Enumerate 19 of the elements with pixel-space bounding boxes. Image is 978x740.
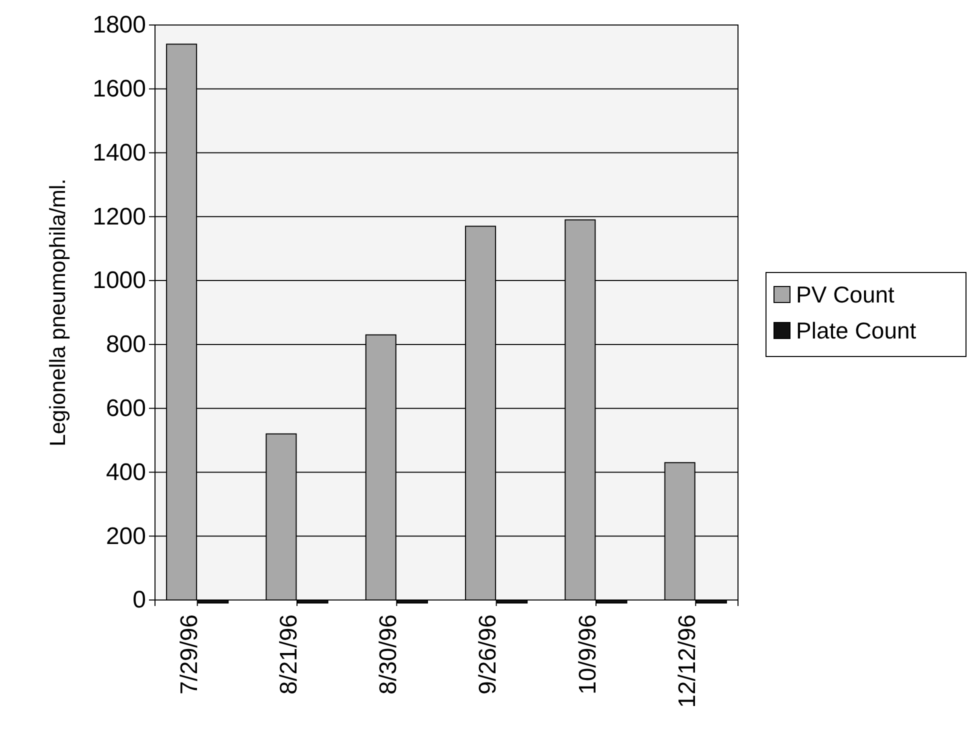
y-axis-title: Legionella pneumophila/ml. <box>45 178 70 446</box>
y-tick-label: 1000 <box>92 267 146 294</box>
y-tick-label: 600 <box>106 395 146 422</box>
y-tick-label: 1800 <box>92 12 146 39</box>
y-tick-label: 200 <box>106 522 146 550</box>
x-tick-label: 9/26/96 <box>474 614 502 694</box>
legend-label: PV Count <box>796 282 896 308</box>
legend-label: Plate Count <box>796 318 917 344</box>
x-tick-label: 8/21/96 <box>275 614 302 694</box>
y-tick-label: 1200 <box>92 203 146 230</box>
x-tick-label: 8/30/96 <box>375 614 402 694</box>
x-tick-label: 10/9/96 <box>574 614 602 694</box>
y-tick-label: 1400 <box>92 139 146 166</box>
x-tick-label: 7/29/96 <box>176 614 203 694</box>
y-tick-label: 0 <box>132 586 146 614</box>
y-tick-label: 800 <box>106 331 146 358</box>
x-tick-label: 12/12/96 <box>674 614 702 708</box>
y-tick-label: 1600 <box>92 76 146 103</box>
y-tick-label: 400 <box>106 458 146 486</box>
